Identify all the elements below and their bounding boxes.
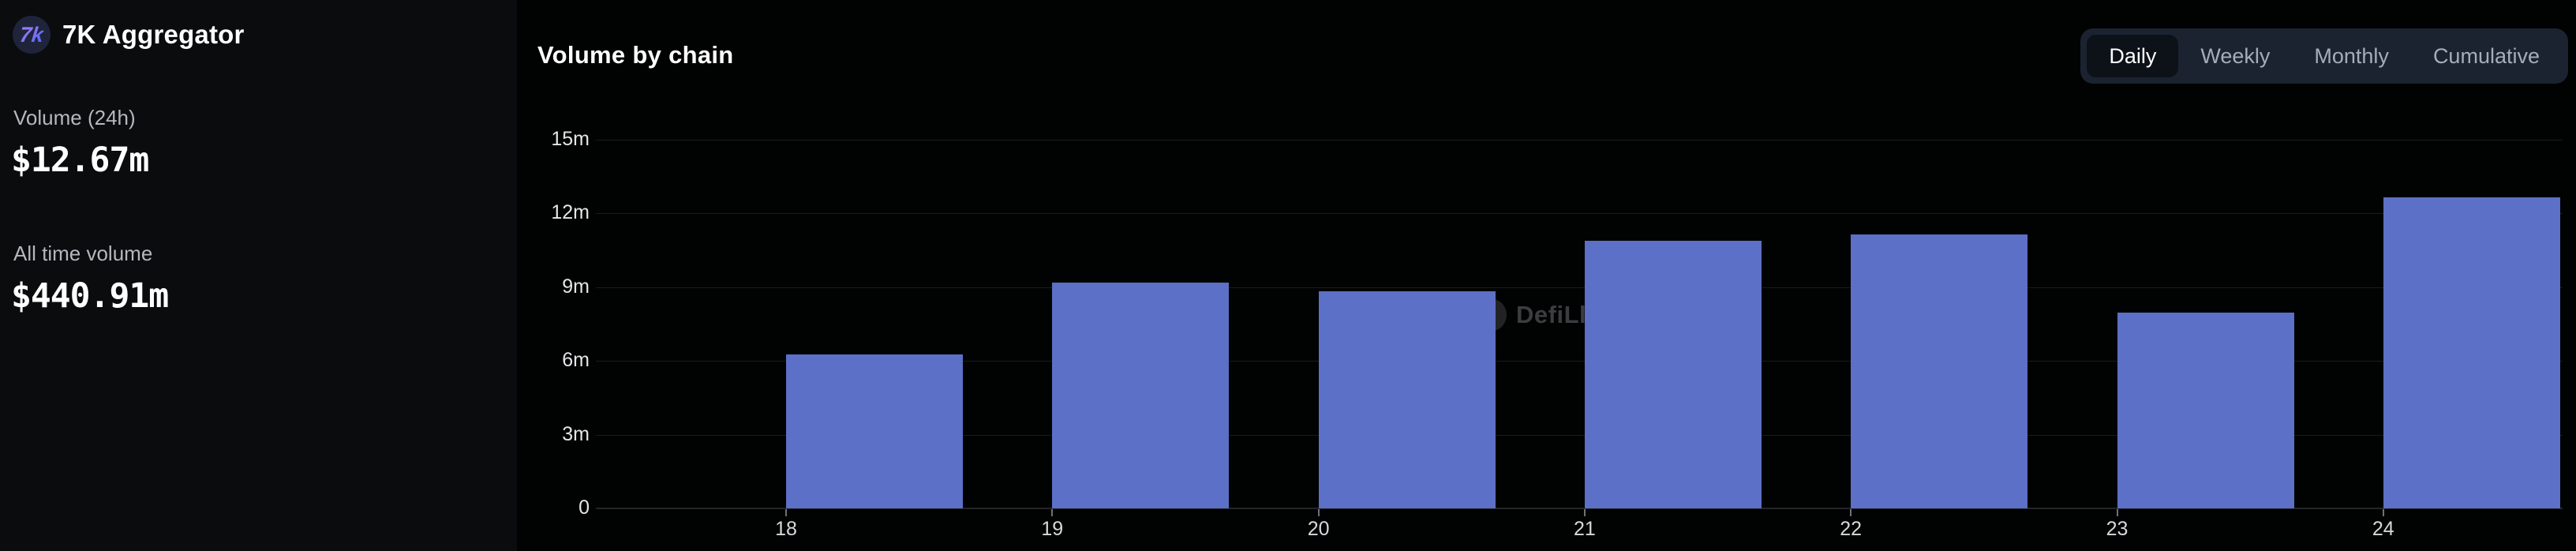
x-tick <box>785 509 787 516</box>
gridline-3m <box>596 434 2563 436</box>
tab-cumulative[interactable]: Cumulative <box>2432 44 2540 68</box>
y-tick-label: 6m <box>562 349 590 372</box>
chart-panel: Volume by chain Daily Weekly Monthly Cum… <box>517 0 2576 551</box>
x-tick <box>1850 509 1852 516</box>
x-tick-label: 19 <box>1041 518 1064 540</box>
bar-day-21[interactable] <box>1584 240 1762 508</box>
bar-day-24[interactable] <box>2383 197 2560 508</box>
y-tick-label: 12m <box>551 201 590 224</box>
x-tick-label: 23 <box>2106 518 2129 540</box>
x-tick-label: 20 <box>1307 518 1330 540</box>
gridline-12m <box>596 213 2563 215</box>
bar-day-18[interactable] <box>786 354 963 508</box>
app-header: 7k 7K Aggregator <box>13 16 245 54</box>
app-logo-icon: 7k <box>13 16 51 54</box>
x-tick <box>2382 509 2384 516</box>
logo-7k-glyph: 7k <box>18 22 45 47</box>
bar-day-22[interactable] <box>1851 234 2028 508</box>
x-tick-label: 18 <box>775 518 797 540</box>
volume-24h-label: Volume (24h) <box>13 106 136 129</box>
x-tick-label: 22 <box>1840 518 1863 540</box>
time-range-tab-group: Daily Weekly Monthly Cumulative <box>2080 28 2568 84</box>
tab-monthly[interactable]: Monthly <box>2314 44 2389 68</box>
gridline-15m <box>596 140 2563 141</box>
sidebar: 7k 7K Aggregator Volume (24h) $12.67m Al… <box>0 0 517 551</box>
x-tick <box>1317 509 1320 516</box>
all-time-volume-value: $440.91m <box>11 276 169 316</box>
gridline-6m <box>596 361 2563 362</box>
x-tick <box>2116 509 2118 516</box>
y-tick-label: 9m <box>562 275 590 298</box>
bar-day-20[interactable] <box>1318 290 1496 508</box>
bar-day-19[interactable] <box>1052 283 1230 508</box>
x-tick <box>1583 509 1586 516</box>
chart-title: Volume by chain <box>537 41 734 69</box>
bar-day-23[interactable] <box>2117 312 2294 508</box>
y-tick-label: 3m <box>562 422 590 445</box>
y-tick-label: 15m <box>551 128 590 151</box>
bar-chart-plot: DefiLlama 0 3m 6m 9m 12m 15m 18 19 20 21 22 23 24 <box>517 0 2576 551</box>
x-axis-line <box>596 508 2563 509</box>
x-tick-label: 21 <box>1573 518 1596 540</box>
gridline-9m <box>596 287 2563 288</box>
x-tick-label: 24 <box>2372 518 2394 540</box>
tab-weekly[interactable]: Weekly <box>2200 44 2271 68</box>
app-title: 7K Aggregator <box>62 20 245 49</box>
all-time-volume-label: All time volume <box>13 242 153 265</box>
volume-24h-value: $12.67m <box>11 141 149 180</box>
y-tick-label: 0 <box>578 497 590 519</box>
tab-daily[interactable]: Daily <box>2087 35 2179 77</box>
x-tick <box>1051 509 1054 516</box>
